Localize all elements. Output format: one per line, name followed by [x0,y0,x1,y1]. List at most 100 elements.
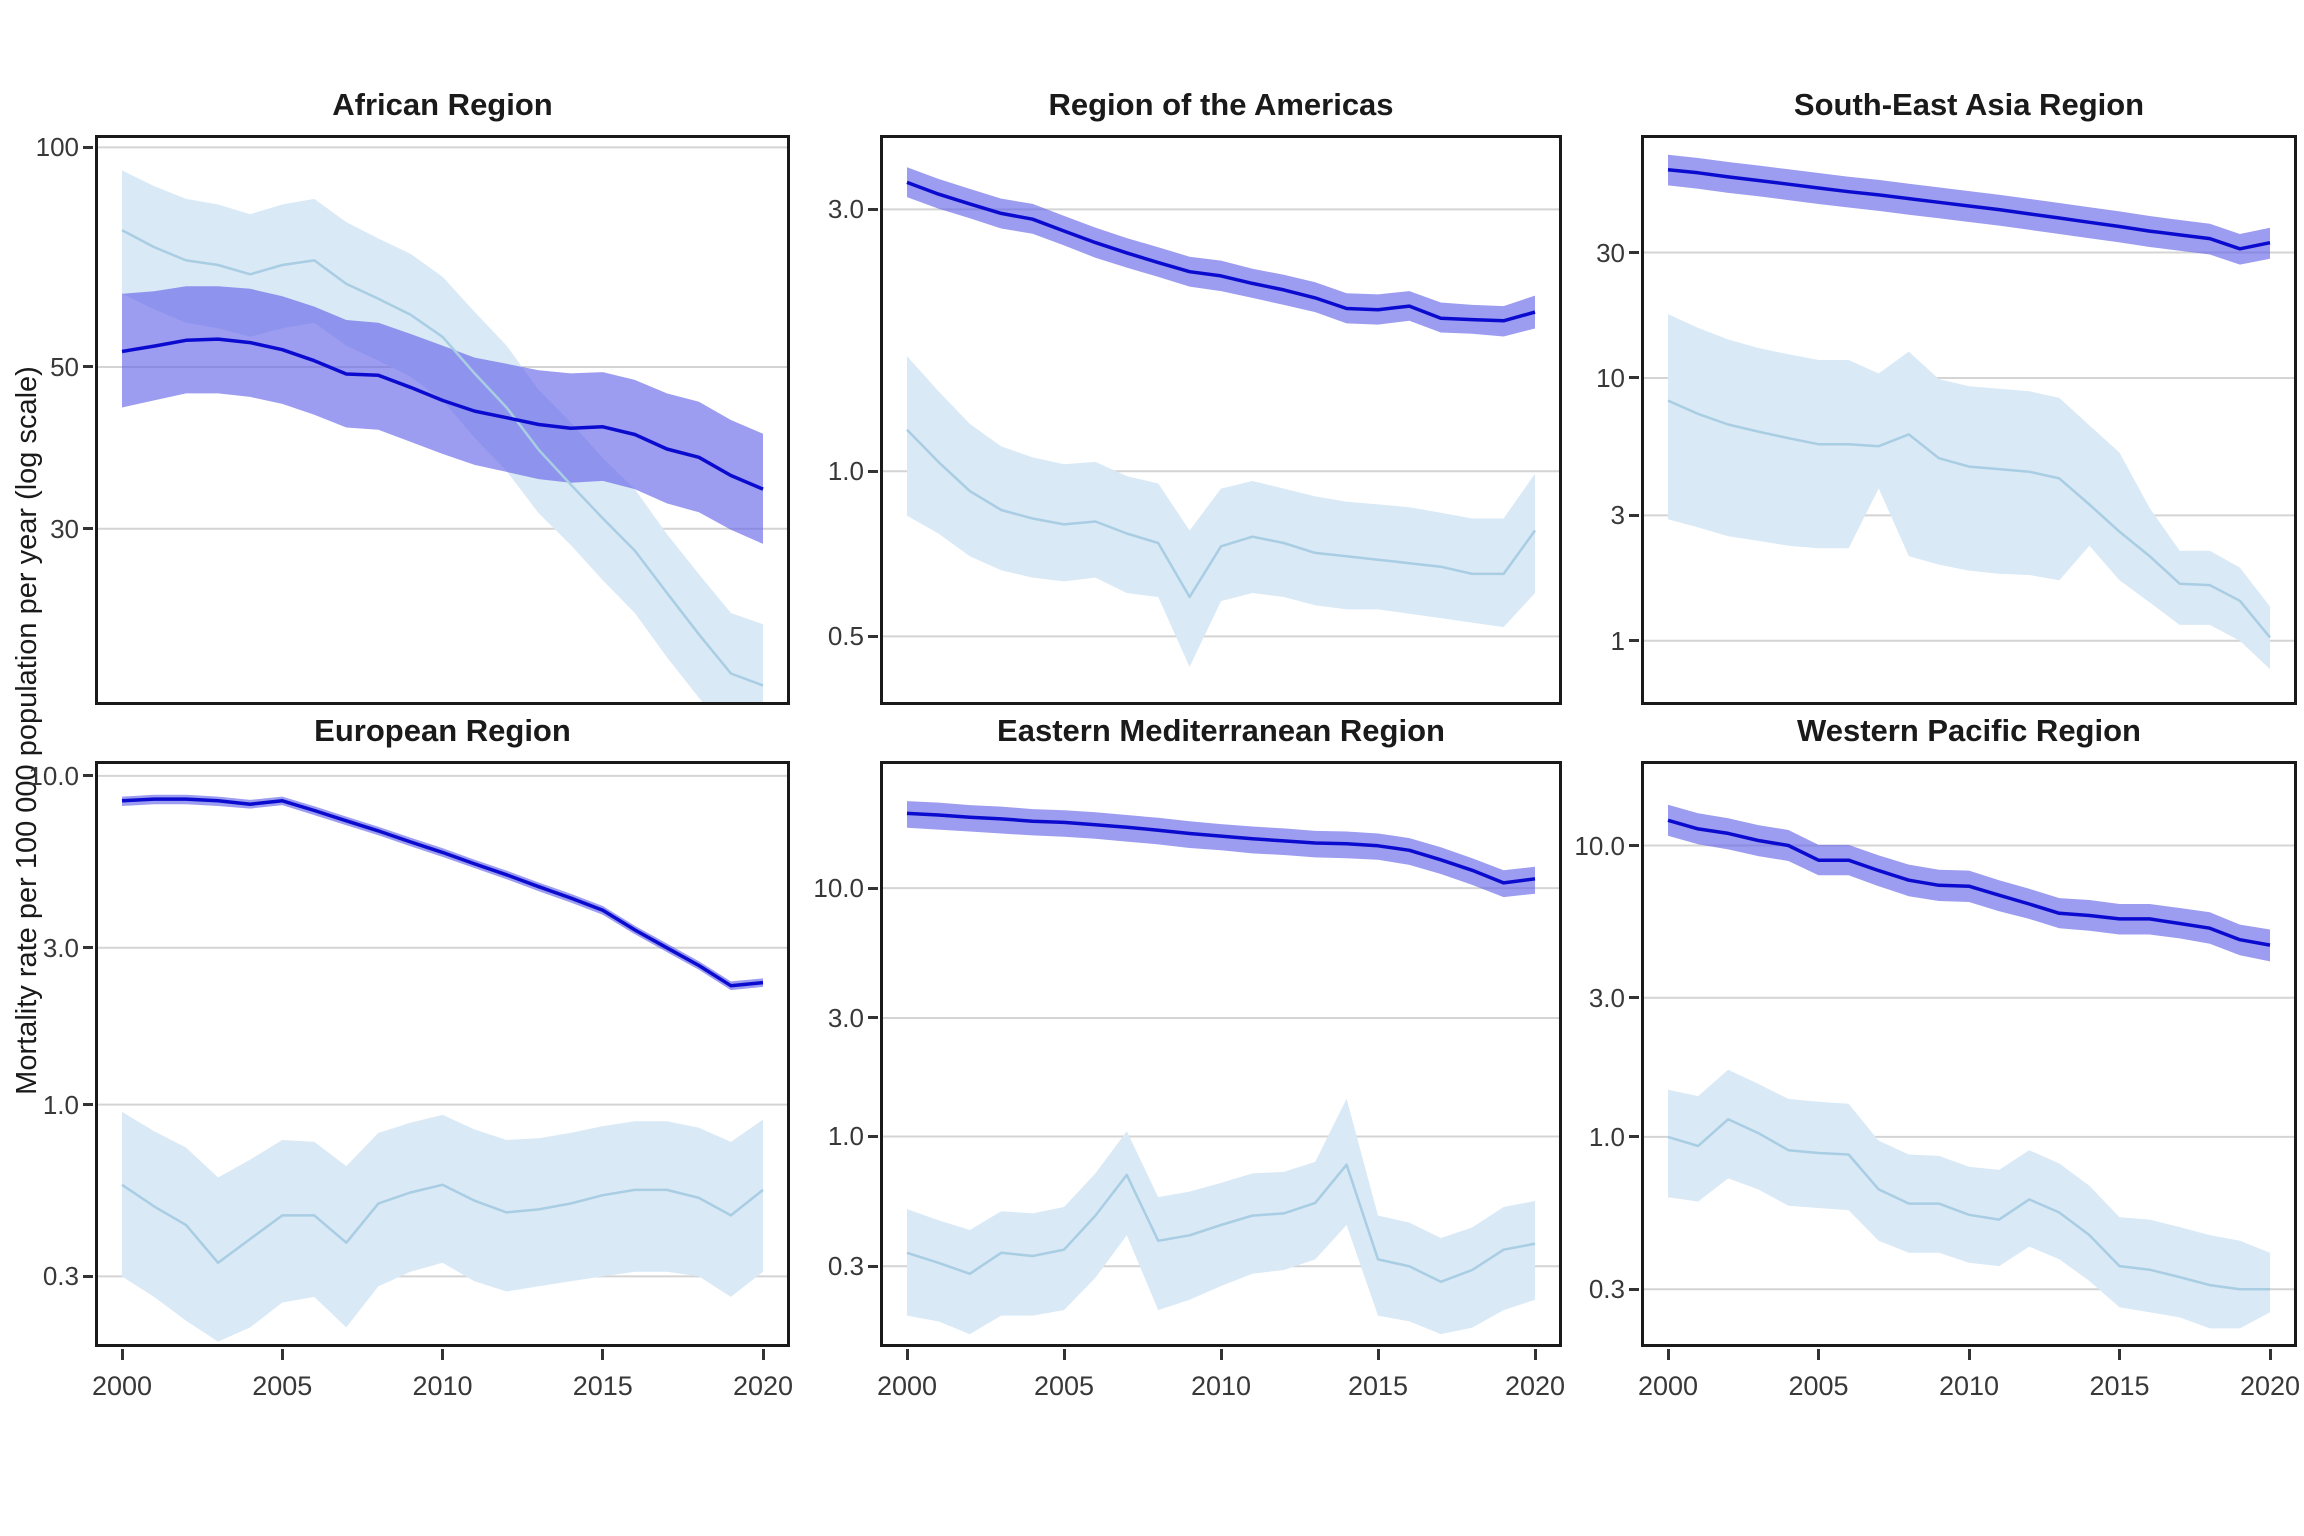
y-tick-label: 0.3 [1588,1274,1625,1305]
line-dark_blue [1667,818,2271,947]
y-tick-mark [1629,1135,1639,1139]
line-light_blue [1667,1117,2270,1291]
plot-area [1641,761,2297,1347]
y-tick-label: 0.5 [827,621,864,652]
line-light_blue [121,229,764,687]
x-tick-mark [1533,1349,1537,1360]
x-tick-mark [1666,1349,1670,1360]
ribbon-light_blue [1668,314,2270,670]
x-tick-mark [601,1349,605,1360]
x-tick-mark [1062,1349,1066,1360]
plot-border [95,135,790,705]
y-tick-label: 10.0 [28,760,79,791]
x-tick-mark [1967,1349,1971,1360]
panel-title: European Region [314,713,571,748]
x-tick-label: 2015 [2089,1371,2150,1401]
y-tick-label: 1.0 [42,1089,79,1120]
x-tick-label: 2020 [2239,1371,2301,1401]
line-dark_blue [906,811,1536,885]
x-tick-mark [1376,1349,1380,1360]
x-tick-label: 2020 [1504,1371,1566,1401]
x-tick-mark [1219,1349,1223,1360]
y-tick-mark [83,1274,93,1278]
x-tick-label: 2015 [1347,1371,1409,1401]
y-tick-label: 10.0 [1574,830,1625,861]
y-tick-mark [1629,251,1639,255]
ribbon-light_blue [1668,1069,2270,1329]
x-tick-label: 2005 [1788,1371,1849,1401]
plot-border [95,761,790,1347]
x-tick-label: 2020 [732,1371,794,1401]
y-tick-label: 30 [1596,237,1625,268]
x-tick-mark [905,1349,909,1360]
x-tick-label: 2000 [1637,1371,1699,1401]
line-light_blue [1667,399,2271,639]
plot-border [1641,135,2297,705]
x-tick-label: 2010 [1190,1371,1252,1401]
x-tick-mark [120,1349,124,1360]
y-tick-label: 10 [1596,362,1625,393]
panel-title: Region of the Americas [1048,87,1394,122]
line-light_blue [121,1183,764,1265]
panel-region-of-the-americas: Region of the Americas 3.0 1.0 0.5 [828,87,1562,705]
line-light_blue [906,1163,1536,1284]
x-tick-mark [761,1349,765,1360]
y-tick-mark [83,145,93,149]
y-tick-mark [868,886,878,890]
y-tick-label: 3.0 [42,932,79,963]
panel-eastern-mediterranean-region: Eastern Mediterranean Region 10.0 3.0 1.0 0… [813,713,1565,1401]
y-tick-mark [1629,1287,1639,1291]
x-tick-label: 2015 [572,1371,633,1401]
y-tick-mark [868,1016,878,1020]
ribbon-dark_blue [1668,154,2270,265]
y-tick-label: 1.0 [827,1121,864,1152]
x-tick-mark [2118,1349,2121,1360]
y-tick-mark [868,1134,878,1138]
x-tick-label: 2000 [876,1371,938,1401]
line-light_blue [906,428,1537,599]
y-tick-label: 1.0 [1588,1121,1625,1152]
panel-african-region: African Region 100 50 30 [36,87,790,705]
x-tick-label: 2000 [91,1371,153,1401]
y-tick-mark [1629,376,1639,380]
ribbon-dark_blue [1668,804,2270,962]
y-tick-mark [83,527,93,531]
plot-border [880,761,1562,1347]
y-tick-mark [1629,996,1639,1000]
y-axis-label: Mortality rate per 100 000 population pe… [4,0,50,1460]
plot-area [880,135,1562,705]
y-tick-mark [868,1264,878,1268]
ribbon-light_blue [907,1098,1535,1335]
y-tick-mark [83,946,93,950]
y-tick-mark [83,365,93,369]
y-tick-label: 0.3 [42,1261,79,1292]
y-tick-label: 10.0 [813,873,864,904]
x-tick-label: 2005 [252,1371,313,1401]
plot-border [1641,761,2297,1347]
y-tick-mark [83,1103,93,1107]
x-tick-mark [280,1349,284,1360]
y-tick-label: 3.0 [1588,982,1625,1013]
panel-title: Western Pacific Region [1797,713,2141,748]
y-tick-label: 0.3 [827,1251,864,1282]
plot-border [880,135,1562,705]
plot-area [95,761,790,1347]
ribbon-light_blue [122,1111,763,1342]
plot-area [880,761,1562,1347]
line-dark_blue [121,337,764,491]
x-tick-label: 2010 [412,1371,473,1401]
y-tick-label: 50 [50,351,79,382]
panel-title: Eastern Mediterranean Region [997,713,1445,748]
y-tick-label: 3.0 [827,194,864,225]
y-axis-label-text: Mortality rate per 100 000 population pe… [10,365,43,1095]
line-dark_blue [906,180,1536,323]
y-tick-mark [1629,639,1639,643]
ribbon-light_blue [907,356,1535,667]
y-tick-mark [868,469,878,473]
y-tick-mark [83,774,93,778]
panel-western-pacific-region: Western Pacific Region 10.0 3.0 1.0 0.3 2000… [1574,713,2300,1401]
x-tick-mark [441,1349,444,1360]
x-tick-label: 2005 [1033,1371,1095,1401]
panel-south-east-asia-region: South-East Asia Region 30 10 3 1 [1596,87,2297,705]
